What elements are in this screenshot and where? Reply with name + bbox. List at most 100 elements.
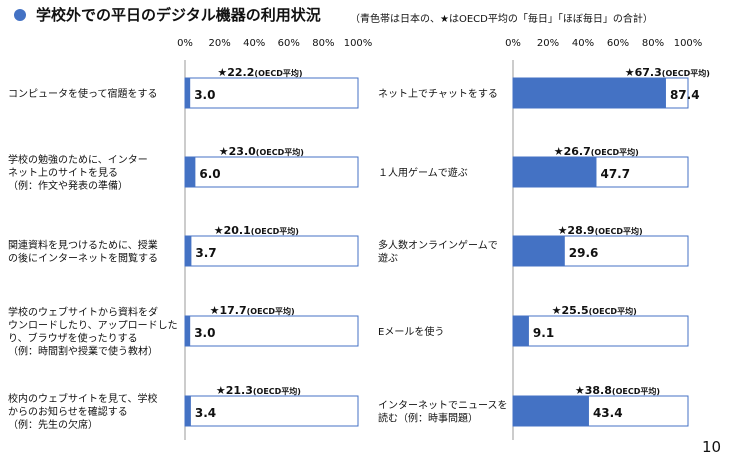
japan-bar — [185, 316, 191, 346]
category-label: 関連資料を見つけるために、授業の後にインターネットを閲覧する — [8, 239, 158, 265]
oecd-suffix: (OECD平均) — [662, 68, 710, 78]
bar-frame — [184, 156, 359, 188]
bar-frame — [512, 315, 689, 347]
category-label-line: ネット上のサイトを見る — [8, 167, 118, 179]
header: 学校外での平日のデジタル機器の利用状況 （青色帯は日本の、★はOECD平均の「毎… — [0, 0, 735, 30]
oecd-value-label: ★20.1(OECD平均) — [214, 224, 299, 237]
japan-value-label: 43.4 — [593, 406, 623, 420]
category-label-line: 学校の勉強のために、インター — [8, 153, 148, 166]
oecd-value: ★23.0 — [219, 145, 256, 158]
oecd-value-label: ★23.0(OECD平均) — [219, 145, 304, 158]
category-label-line: インターネットでニュースを — [378, 400, 508, 412]
oecd-value-label: ★26.7(OECD平均) — [554, 145, 639, 158]
category-label: Eメールを使う — [378, 325, 444, 338]
category-label: コンピュータを使って宿題をする — [8, 87, 158, 100]
tick-label: 0% — [177, 38, 193, 49]
category-label-line: 学校のウェブサイトから資料をダ — [8, 306, 158, 319]
oecd-suffix: (OECD平均) — [251, 226, 299, 236]
category-label-line: 関連資料を見つけるために、授業 — [8, 239, 158, 252]
category-label-line: （例：作文や発表の準備） — [8, 179, 128, 192]
oecd-value-label: ★25.5(OECD平均) — [552, 304, 637, 317]
oecd-suffix: (OECD平均) — [595, 226, 643, 236]
category-label-line: からのお知らせを確認する — [8, 405, 128, 418]
japan-bar — [513, 316, 529, 346]
bar-frame — [184, 315, 359, 347]
category-label-line: コンピュータを使って宿題をする — [8, 87, 158, 100]
japan-value-label: 3.0 — [194, 88, 215, 102]
oecd-suffix: (OECD平均) — [253, 386, 301, 396]
category-label-line: の後にインターネットを閲覧する — [8, 252, 158, 265]
oecd-suffix: (OECD平均) — [591, 147, 639, 157]
japan-bar — [513, 78, 666, 108]
category-label: １人用ゲームで遊ぶ — [378, 166, 468, 179]
oecd-value: ★22.2 — [217, 66, 254, 79]
category-label-line: 遊ぶ — [378, 252, 398, 265]
oecd-value: ★67.3 — [625, 66, 662, 79]
category-label-line: 多人数オンラインゲームで — [378, 239, 498, 252]
category-label-line: １人用ゲームで遊ぶ — [378, 166, 468, 179]
category-label-line: り、ブラウザを使ったりする — [8, 332, 138, 345]
bullet-dot-icon — [14, 9, 26, 21]
japan-value-label: 29.6 — [569, 246, 599, 260]
bar-frame — [184, 77, 359, 109]
tick-label: 0% — [505, 38, 521, 49]
oecd-value-label: ★38.8(OECD平均) — [575, 384, 660, 397]
oecd-value-label: ★17.7(OECD平均) — [210, 304, 295, 317]
category-label: ネット上でチャットをする — [378, 88, 498, 100]
oecd-suffix: (OECD平均) — [589, 306, 637, 316]
page-number: 10 — [702, 438, 722, 456]
oecd-suffix: (OECD平均) — [247, 306, 295, 316]
oecd-value: ★21.3 — [216, 384, 253, 397]
tick-label: 80% — [312, 38, 334, 49]
category-label-line: （例：時間割や授業で使う教材） — [8, 345, 158, 358]
page-title: 学校外での平日のデジタル機器の利用状況 — [36, 6, 321, 24]
bar-frame — [184, 395, 359, 427]
tick-label: 80% — [642, 38, 664, 49]
oecd-value: ★25.5 — [552, 304, 589, 317]
category-label-line: 校内のウェブサイトを見て、学校 — [8, 392, 158, 405]
tick-label: 60% — [607, 38, 629, 49]
japan-value-label: 3.0 — [194, 326, 215, 340]
japan-bar — [513, 157, 597, 187]
japan-bar — [513, 396, 589, 426]
japan-value-label: 9.1 — [533, 326, 554, 340]
japan-bar — [185, 157, 196, 187]
category-label: 多人数オンラインゲームで遊ぶ — [378, 239, 498, 265]
tick-label: 20% — [537, 38, 559, 49]
japan-bar — [185, 78, 191, 108]
oecd-suffix: (OECD平均) — [612, 386, 660, 396]
category-label: インターネットでニュースを読む（例：時事問題） — [378, 400, 508, 425]
tick-label: 100% — [674, 38, 703, 49]
japan-bar — [513, 236, 565, 266]
japan-value-label: 3.4 — [195, 406, 216, 420]
oecd-value: ★20.1 — [214, 224, 251, 237]
japan-value-label: 47.7 — [600, 167, 630, 181]
category-label-line: Eメールを使う — [378, 325, 444, 338]
category-label: 学校のウェブサイトから資料をダウンロードしたり、アップロードしたり、ブラウザを使… — [8, 306, 178, 358]
category-label-line: （例：先生の欠席） — [8, 418, 98, 431]
category-label-line: 読む（例：時事問題） — [378, 412, 478, 425]
category-label-line: ウンロードしたり、アップロードした — [8, 320, 178, 332]
oecd-value-label: ★28.9(OECD平均) — [558, 224, 643, 237]
category-label: 校内のウェブサイトを見て、学校からのお知らせを確認する（例：先生の欠席） — [8, 392, 158, 431]
tick-label: 40% — [243, 38, 265, 49]
tick-label: 100% — [344, 38, 373, 49]
oecd-value: ★26.7 — [554, 145, 591, 158]
oecd-value-label: ★22.2(OECD平均) — [217, 66, 302, 79]
oecd-suffix: (OECD平均) — [256, 147, 304, 157]
oecd-value-label: ★67.3(OECD平均) — [625, 66, 710, 79]
oecd-value-label: ★21.3(OECD平均) — [216, 384, 301, 397]
japan-bar — [185, 396, 191, 426]
oecd-value: ★28.9 — [558, 224, 595, 237]
japan-bar — [185, 236, 192, 266]
tick-label: 40% — [572, 38, 594, 49]
category-label: 学校の勉強のために、インターネット上のサイトを見る（例：作文や発表の準備） — [8, 153, 148, 192]
category-label-line: ネット上でチャットをする — [378, 88, 498, 100]
tick-label: 20% — [208, 38, 230, 49]
japan-value-label: 6.0 — [199, 167, 220, 181]
oecd-value: ★38.8 — [575, 384, 612, 397]
japan-value-label: 3.7 — [195, 246, 216, 260]
oecd-suffix: (OECD平均) — [254, 68, 302, 78]
tick-label: 60% — [278, 38, 300, 49]
